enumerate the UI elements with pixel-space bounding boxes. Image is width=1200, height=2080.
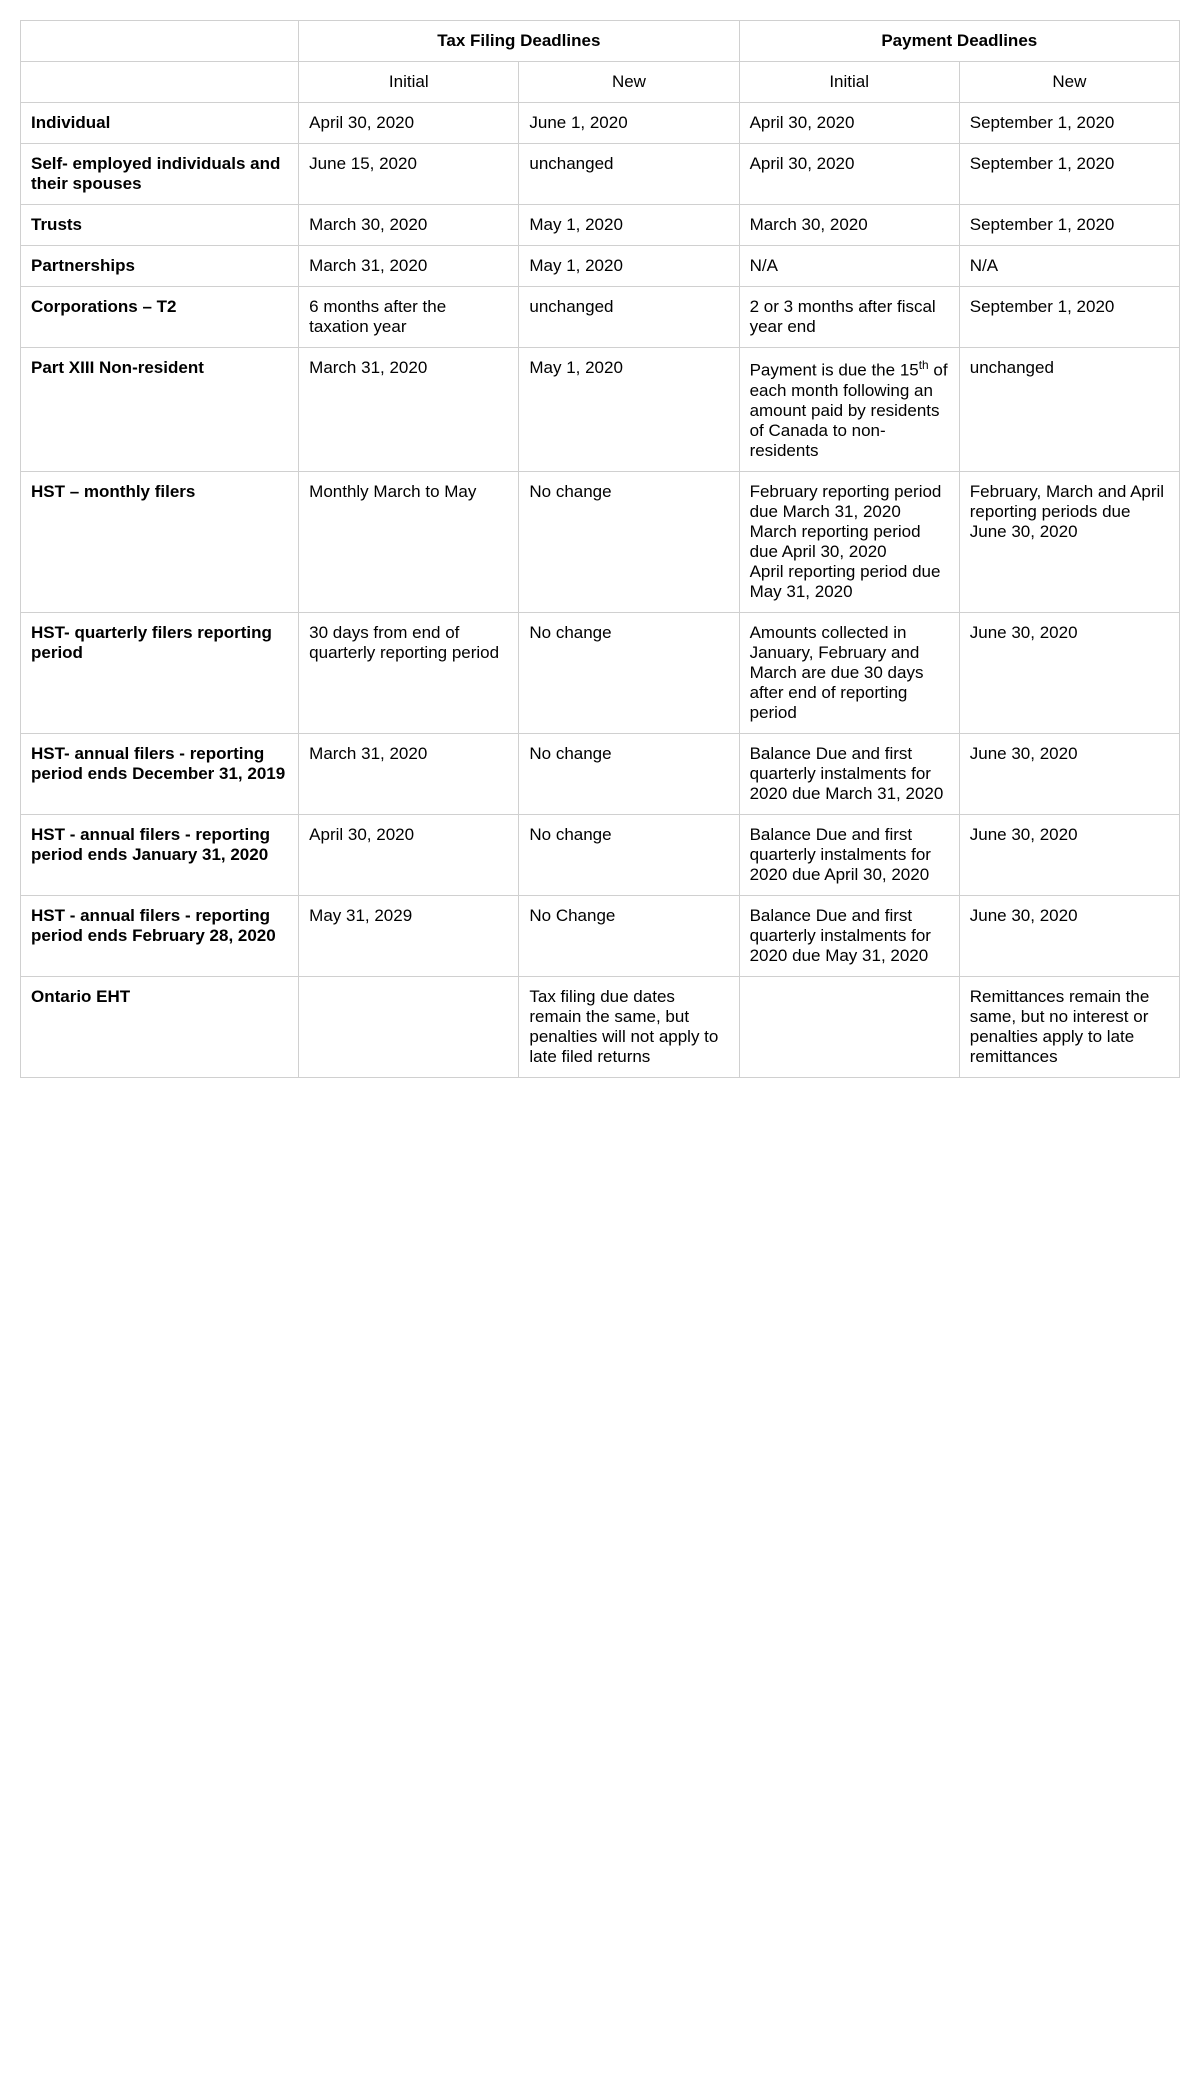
cell-payment-initial: Balance Due and first quarterly instalme… (739, 895, 959, 976)
row-label: Individual (21, 103, 299, 144)
table-row: HST- annual filers - reporting period en… (21, 733, 1180, 814)
header-blank (21, 21, 299, 62)
cell-filing-new: unchanged (519, 144, 739, 205)
table-row: HST – monthly filersMonthly March to May… (21, 471, 1180, 612)
cell-filing-new: unchanged (519, 287, 739, 348)
row-label: HST - annual filers - reporting period e… (21, 895, 299, 976)
table-row: HST - annual filers - reporting period e… (21, 895, 1180, 976)
row-label: HST – monthly filers (21, 471, 299, 612)
table-row: Ontario EHT Tax filing due dates remain t… (21, 976, 1180, 1077)
table-row: HST- quarterly filers reporting period30… (21, 612, 1180, 733)
header-filing: Tax Filing Deadlines (299, 21, 739, 62)
cell-payment-new: Remittances remain the same, but no inte… (959, 976, 1179, 1077)
cell-filing-new: Tax filing due dates remain the same, bu… (519, 976, 739, 1077)
row-label: HST - annual filers - reporting period e… (21, 814, 299, 895)
subheader-filing-initial: Initial (299, 62, 519, 103)
cell-payment-new: September 1, 2020 (959, 287, 1179, 348)
cell-payment-new: September 1, 2020 (959, 205, 1179, 246)
cell-filing-initial: 30 days from end of quarterly reporting … (299, 612, 519, 733)
row-label: HST- annual filers - reporting period en… (21, 733, 299, 814)
cell-payment-new: June 30, 2020 (959, 814, 1179, 895)
cell-payment-new: unchanged (959, 348, 1179, 472)
cell-payment-initial: April 30, 2020 (739, 103, 959, 144)
cell-payment-new: N/A (959, 246, 1179, 287)
cell-payment-new: June 30, 2020 (959, 895, 1179, 976)
row-label: Self- employed individuals and their spo… (21, 144, 299, 205)
deadlines-table: Tax Filing Deadlines Payment Deadlines I… (20, 20, 1180, 1078)
subheader-filing-new: New (519, 62, 739, 103)
cell-filing-new: June 1, 2020 (519, 103, 739, 144)
cell-payment-initial: N/A (739, 246, 959, 287)
row-label: Corporations – T2 (21, 287, 299, 348)
cell-payment-initial: April 30, 2020 (739, 144, 959, 205)
cell-filing-new: May 1, 2020 (519, 348, 739, 472)
cell-payment-initial: 2 or 3 months after fiscal year end (739, 287, 959, 348)
cell-filing-new: May 1, 2020 (519, 205, 739, 246)
header-payment: Payment Deadlines (739, 21, 1179, 62)
row-label: Part XIII Non-resident (21, 348, 299, 472)
cell-filing-initial: Monthly March to May (299, 471, 519, 612)
cell-filing-initial: 6 months after the taxation year (299, 287, 519, 348)
cell-payment-new: June 30, 2020 (959, 733, 1179, 814)
cell-payment-initial: Balance Due and first quarterly instalme… (739, 814, 959, 895)
cell-payment-initial (739, 976, 959, 1077)
cell-filing-initial: April 30, 2020 (299, 814, 519, 895)
cell-filing-new: No Change (519, 895, 739, 976)
table-row: Self- employed individuals and their spo… (21, 144, 1180, 205)
cell-payment-new: September 1, 2020 (959, 144, 1179, 205)
cell-filing-new: No change (519, 733, 739, 814)
table-row: HST - annual filers - reporting period e… (21, 814, 1180, 895)
cell-filing-initial: May 31, 2029 (299, 895, 519, 976)
cell-payment-new: June 30, 2020 (959, 612, 1179, 733)
cell-payment-initial: Amounts collected in January, February a… (739, 612, 959, 733)
table-row: Part XIII Non-residentMarch 31, 2020May … (21, 348, 1180, 472)
cell-filing-new: No change (519, 612, 739, 733)
table-row: Corporations – T26 months after the taxa… (21, 287, 1180, 348)
cell-payment-new: September 1, 2020 (959, 103, 1179, 144)
subheader-payment-new: New (959, 62, 1179, 103)
table-row: IndividualApril 30, 2020June 1, 2020Apri… (21, 103, 1180, 144)
cell-payment-initial: March 30, 2020 (739, 205, 959, 246)
cell-filing-initial: March 31, 2020 (299, 348, 519, 472)
row-label: Trusts (21, 205, 299, 246)
cell-filing-initial: June 15, 2020 (299, 144, 519, 205)
subheader-blank (21, 62, 299, 103)
cell-filing-initial: March 30, 2020 (299, 205, 519, 246)
cell-filing-initial: March 31, 2020 (299, 246, 519, 287)
table-row: PartnershipsMarch 31, 2020May 1, 2020N/A… (21, 246, 1180, 287)
subheader-payment-initial: Initial (739, 62, 959, 103)
cell-payment-initial: February reporting period due March 31, … (739, 471, 959, 612)
cell-payment-initial: Payment is due the 15th of each month fo… (739, 348, 959, 472)
cell-payment-initial: Balance Due and first quarterly instalme… (739, 733, 959, 814)
row-label: Partnerships (21, 246, 299, 287)
cell-filing-initial: March 31, 2020 (299, 733, 519, 814)
table-row: TrustsMarch 30, 2020May 1, 2020March 30,… (21, 205, 1180, 246)
cell-filing-initial (299, 976, 519, 1077)
cell-filing-new: No change (519, 814, 739, 895)
cell-payment-new: February, March and April reporting peri… (959, 471, 1179, 612)
table-body: IndividualApril 30, 2020June 1, 2020Apri… (21, 103, 1180, 1078)
header-group-row: Tax Filing Deadlines Payment Deadlines (21, 21, 1180, 62)
cell-filing-initial: April 30, 2020 (299, 103, 519, 144)
cell-filing-new: May 1, 2020 (519, 246, 739, 287)
row-label: HST- quarterly filers reporting period (21, 612, 299, 733)
subheader-row: Initial New Initial New (21, 62, 1180, 103)
cell-filing-new: No change (519, 471, 739, 612)
row-label: Ontario EHT (21, 976, 299, 1077)
